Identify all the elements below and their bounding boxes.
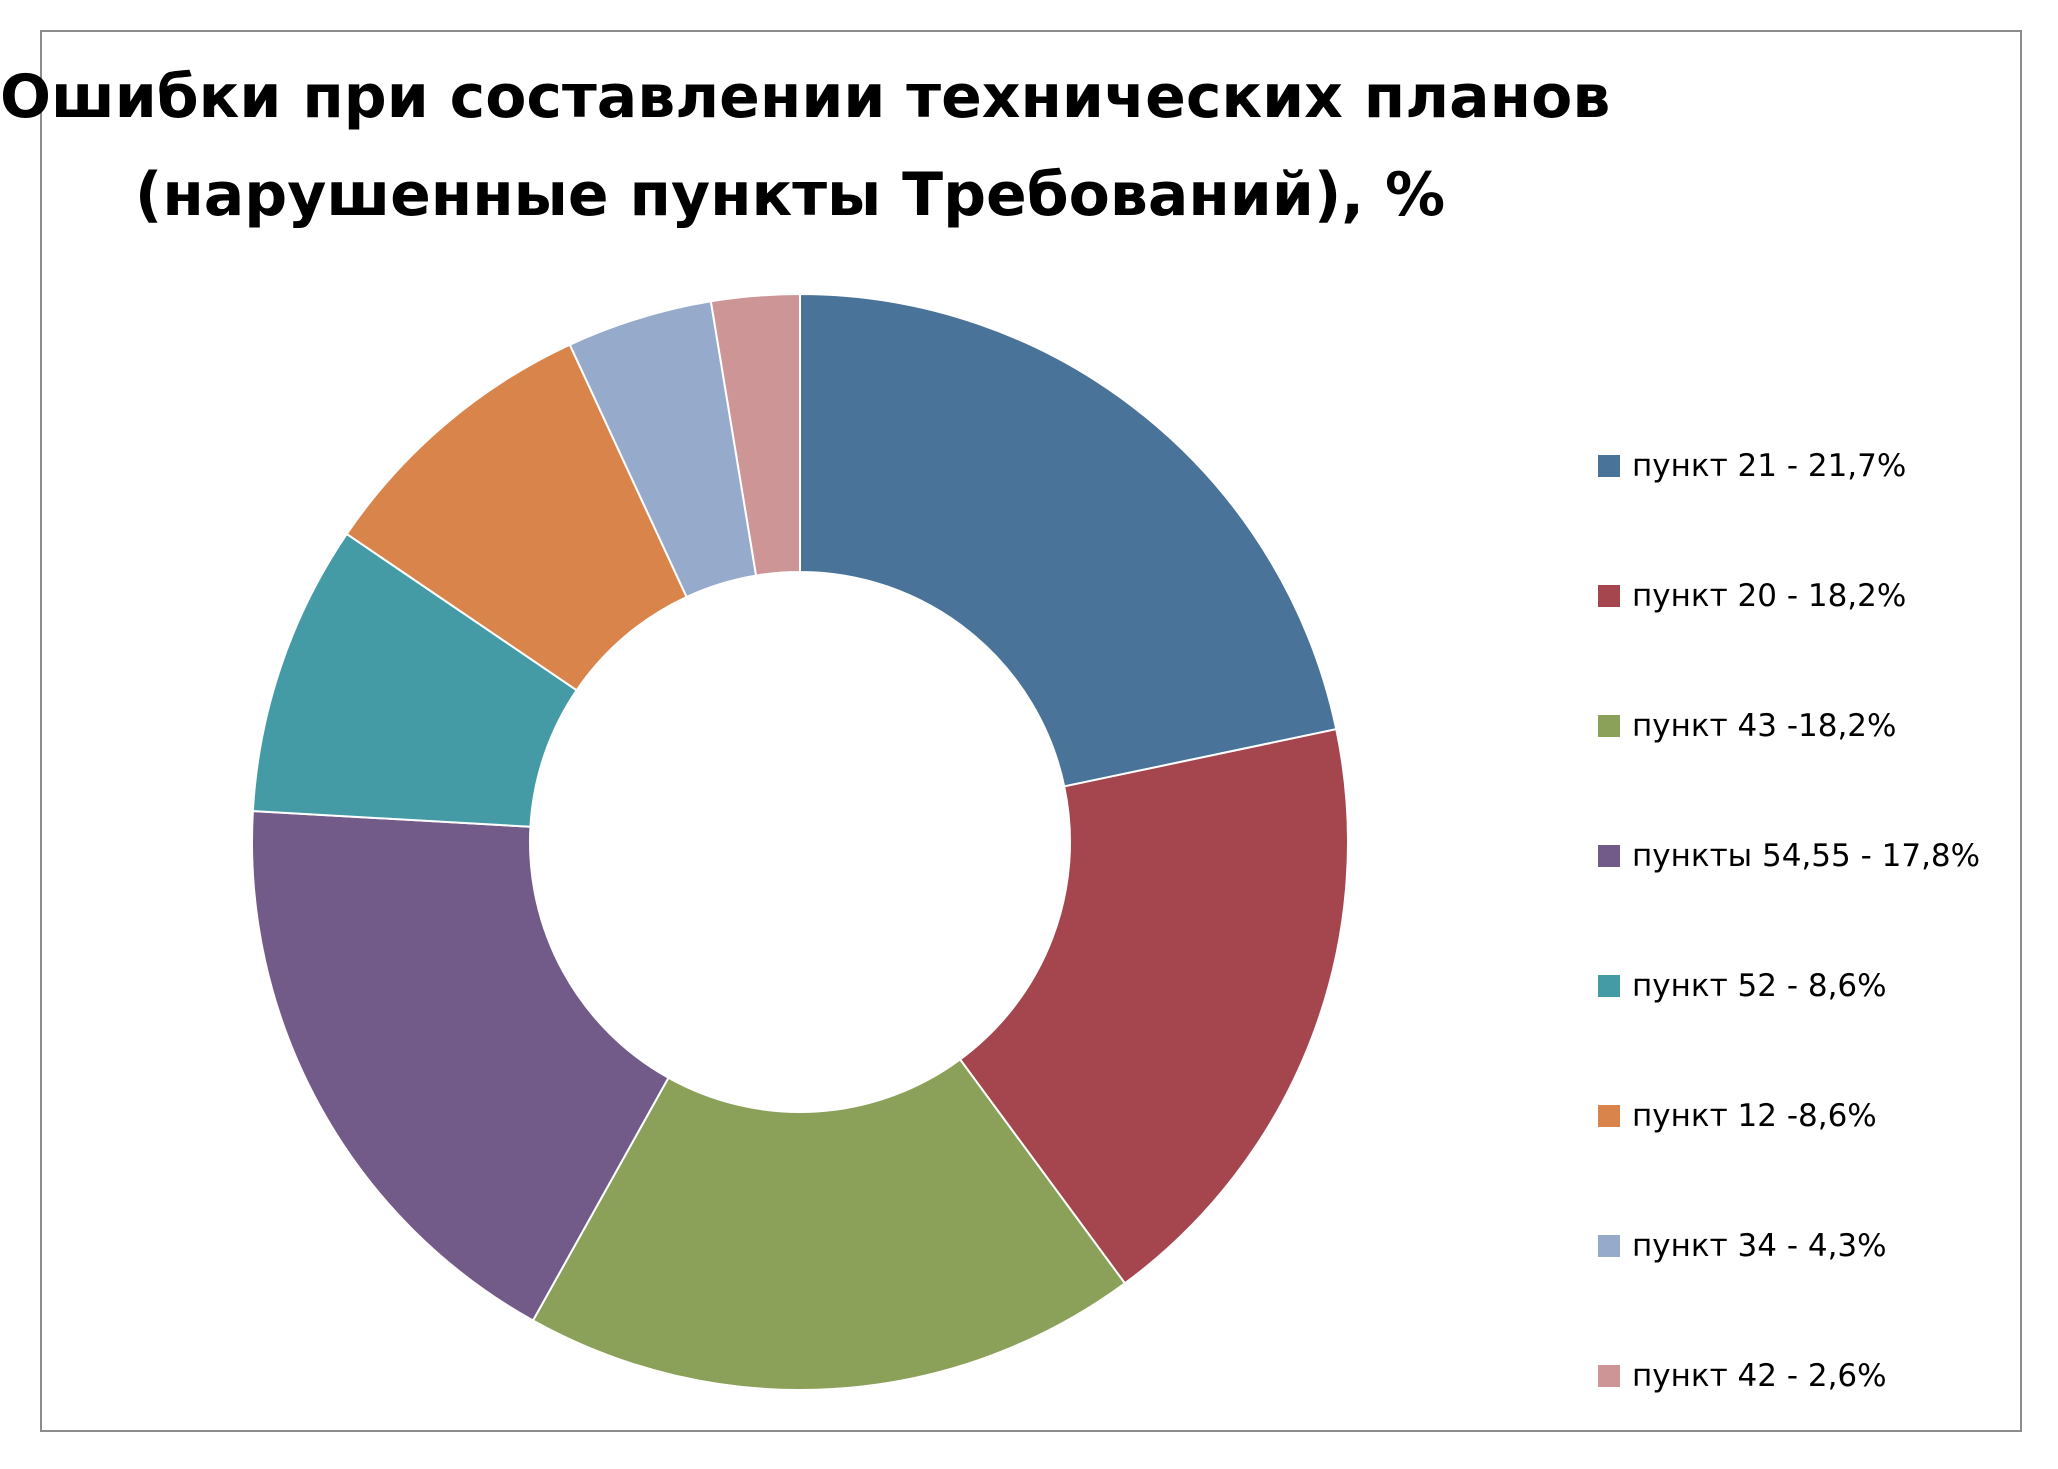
legend-swatch xyxy=(1598,455,1620,477)
legend-label: пункт 52 - 8,6% xyxy=(1632,968,1887,1004)
donut-slice-1 xyxy=(799,292,1338,788)
legend-label: пункт 43 -18,2% xyxy=(1632,708,1897,744)
donut-slice-3 xyxy=(531,1058,1127,1391)
legend-item-6: пункт 12 -8,6% xyxy=(1598,1086,1877,1146)
legend-swatch xyxy=(1598,1235,1620,1257)
legend-item-4: пункты 54,55 - 17,8% xyxy=(1598,826,1980,886)
legend-item-7: пункт 34 - 4,3% xyxy=(1598,1216,1887,1276)
legend-swatch xyxy=(1598,1105,1620,1127)
donut-slice-8 xyxy=(709,292,801,577)
legend-label: пункт 20 - 18,2% xyxy=(1632,578,1907,614)
legend-item-5: пункт 52 - 8,6% xyxy=(1598,956,1887,1016)
donut-slice-6 xyxy=(345,343,688,692)
legend-label: пункт 21 - 21,7% xyxy=(1632,448,1907,484)
donut-slice-5 xyxy=(251,532,579,828)
chart-title: Ошибки при составлении технических плано… xyxy=(0,48,1611,244)
chart-title-line-1: Ошибки при составлении технических плано… xyxy=(0,62,1611,132)
legend-label: пункты 54,55 - 17,8% xyxy=(1632,838,1981,874)
legend-item-2: пункт 20 - 18,2% xyxy=(1598,566,1906,626)
chart-title-line-2: (нарушенные пункты Требований), % xyxy=(134,160,1446,230)
legend-item-8: пункт 42 - 2,6% xyxy=(1598,1346,1887,1406)
legend-swatch xyxy=(1598,975,1620,997)
legend-item-1: пункт 21 - 21,7% xyxy=(1598,436,1906,496)
donut-slice-2 xyxy=(958,728,1349,1285)
donut-slice-4 xyxy=(251,809,670,1322)
legend-item-3: пункт 43 -18,2% xyxy=(1598,696,1896,756)
legend-swatch xyxy=(1598,845,1620,867)
legend-swatch xyxy=(1598,1365,1620,1387)
legend-swatch xyxy=(1598,715,1620,737)
legend-label: пункт 42 - 2,6% xyxy=(1632,1358,1887,1394)
legend-label: пункт 12 -8,6% xyxy=(1632,1098,1877,1134)
legend-label: пункт 34 - 4,3% xyxy=(1632,1228,1887,1264)
legend-swatch xyxy=(1598,585,1620,607)
